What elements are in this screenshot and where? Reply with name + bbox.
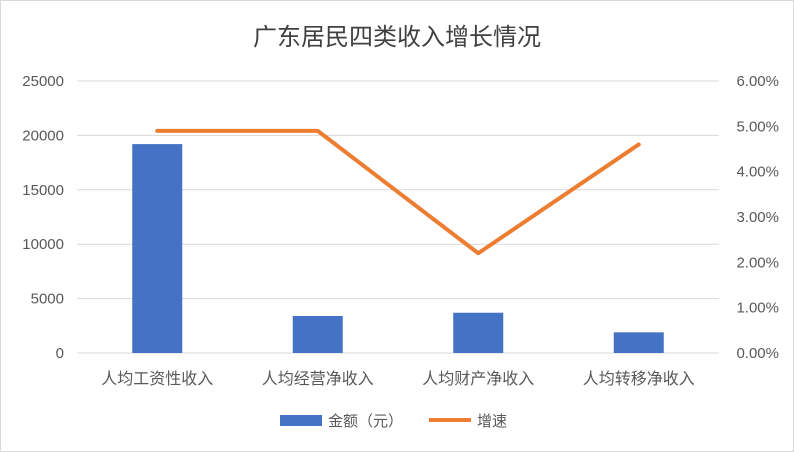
x-axis-categories: 人均工资性收入 人均经营净收入 人均财产净收入 人均转移净收入: [101, 369, 695, 388]
bar: [453, 312, 504, 353]
y-right-tick-label: 2.00%: [736, 254, 779, 271]
y-right-tick-label: 6.00%: [736, 73, 779, 90]
x-category-label: 人均财产净收入: [422, 369, 534, 388]
gridlines: [77, 80, 719, 354]
chart-title: 广东居民四类收入增长情况: [253, 23, 541, 51]
x-category-label: 人均经营净收入: [262, 369, 374, 388]
y-left-tick-label: 0: [56, 345, 64, 362]
bar: [292, 316, 343, 353]
legend-swatch-bar: [280, 415, 322, 426]
y-left-tick-label: 10000: [22, 236, 64, 253]
y-axis-right: 0.00% 1.00% 2.00% 3.00% 4.00% 5.00% 6.00%: [736, 73, 779, 362]
y-right-tick-label: 5.00%: [736, 118, 779, 135]
legend-label-bar: 金额（元）: [328, 412, 403, 430]
y-left-tick-label: 5000: [31, 291, 64, 308]
line-series: [155, 128, 641, 256]
bar-series: [132, 144, 664, 353]
bar: [132, 144, 183, 353]
y-left-tick-label: 15000: [22, 182, 64, 199]
legend-label-line: 增速: [477, 412, 507, 430]
y-right-tick-label: 0.00%: [736, 345, 779, 362]
y-right-tick-label: 4.00%: [736, 164, 779, 181]
x-category-label: 人均转移净收入: [583, 369, 695, 388]
y-left-tick-label: 20000: [22, 127, 64, 144]
legend: 金额（元） 增速: [280, 412, 507, 430]
y-right-tick-label: 3.00%: [736, 209, 779, 226]
y-left-tick-label: 25000: [22, 73, 64, 90]
x-category-label: 人均工资性收入: [101, 369, 213, 388]
y-axis-left: 0 5000 10000 15000 20000 25000: [22, 73, 64, 362]
y-right-tick-label: 1.00%: [736, 300, 779, 317]
growth-line: [155, 128, 641, 256]
bar: [613, 332, 664, 353]
